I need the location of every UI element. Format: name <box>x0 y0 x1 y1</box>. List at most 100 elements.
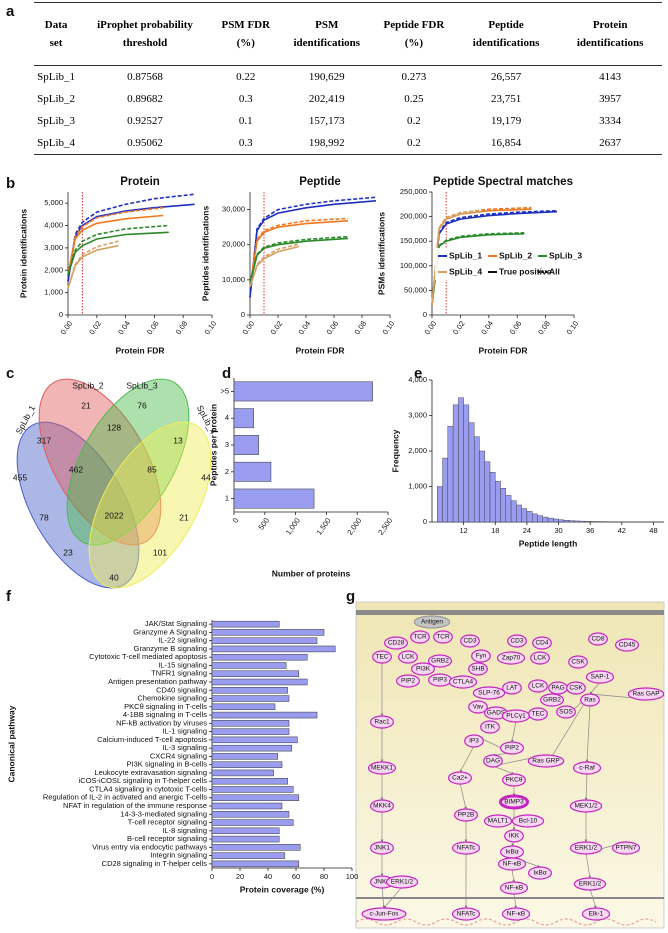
pathway-node-label: PI3K <box>416 666 431 673</box>
pathway-node <box>483 754 503 768</box>
y-tick-label: 1,000 <box>44 288 63 297</box>
y-tick-label: 2,000 <box>408 446 427 455</box>
bar <box>489 472 496 523</box>
legend-label: SpLib_2 <box>499 250 532 260</box>
y-tick-label: T-cell receptor signaling <box>128 818 207 827</box>
chart-title: Protein <box>120 176 160 188</box>
venn-region-count: 128 <box>107 422 121 432</box>
pathway-node <box>527 754 565 768</box>
pathway-edge <box>381 886 386 909</box>
table-cell: SpLib_2 <box>37 93 76 105</box>
pathway-edge <box>585 704 591 763</box>
x-tick-label: 2,000 <box>345 516 363 537</box>
panel-label: d <box>222 365 231 382</box>
table-cell: SpLib_4 <box>34 132 79 155</box>
bar <box>463 404 470 523</box>
header-cell: Peptide identifications <box>453 2 559 66</box>
y-axis-label: Canonical pathway <box>6 705 16 782</box>
pathway-node <box>511 814 545 828</box>
y-tick-label: IL-15 signaling <box>158 660 207 669</box>
bar <box>211 786 294 793</box>
bar <box>211 777 288 785</box>
panel-label: e <box>414 365 422 382</box>
bar <box>211 670 300 677</box>
pathway-node <box>497 857 527 871</box>
table-cell: 190,629 <box>308 71 345 83</box>
pathway-edge <box>589 681 601 695</box>
bar <box>233 381 373 402</box>
panel-label: f <box>6 588 12 605</box>
y-tick-label: 0 <box>423 310 427 319</box>
y-tick-label: 50,000 <box>404 285 427 294</box>
pathway-edge <box>589 888 597 909</box>
bar <box>558 519 565 523</box>
x-tick-label: 0 <box>210 872 214 881</box>
bar <box>500 488 507 523</box>
bar <box>584 521 591 523</box>
header-cell: Peptide FDR (%) <box>373 2 454 66</box>
table-cell: 2637 <box>558 132 662 155</box>
pathway-node <box>568 655 588 669</box>
pathway-node <box>502 681 522 695</box>
bar <box>579 520 586 523</box>
table-cell: 0.95062 <box>78 132 212 155</box>
pathway-node-label: Bcl-10 <box>519 818 538 825</box>
x-tick-label: 42 <box>618 526 626 535</box>
pathway-node-label: Ras GRP <box>532 758 559 765</box>
x-tick-label: 1,000 <box>284 516 302 537</box>
bar <box>542 516 549 523</box>
pathway-edge <box>459 745 475 773</box>
pathway-node-label: TCR <box>436 634 450 641</box>
x-tick-label: 0.10 <box>203 319 219 336</box>
y-tick-label: CTLA4 signaling in cytotoxic T-cells <box>89 784 207 793</box>
pathway-node-label: CD8 <box>591 636 604 643</box>
pathway-node-label: GADS <box>487 710 506 717</box>
y-tick-label: B-cell receptor signaling <box>127 834 207 843</box>
x-tick-label: 0.02 <box>87 319 103 336</box>
bar <box>510 500 517 523</box>
pathway-node <box>370 841 395 855</box>
bar <box>211 645 336 653</box>
x-tick-label: 100 <box>346 872 359 881</box>
y-tick-label: 3,000 <box>44 243 63 252</box>
x-axis-label: Number of proteins <box>272 568 351 578</box>
pathway-node <box>572 761 602 775</box>
pathway-node <box>556 705 576 719</box>
y-tick-label: PI3K signaling in B-cells <box>127 760 208 769</box>
venn-region-count: 13 <box>173 435 183 445</box>
y-tick-label: 1 <box>225 494 229 503</box>
pathway-node <box>480 720 500 734</box>
pathway-node-label: ERK1/2 <box>575 845 598 852</box>
pathway-node-label: IP3 <box>469 738 479 745</box>
bar <box>521 508 528 523</box>
bar <box>211 811 290 818</box>
y-tick-label: 100,000 <box>400 261 427 270</box>
venn-set <box>38 378 162 546</box>
bar <box>589 521 596 523</box>
pathway-node-label: CSK <box>569 685 583 692</box>
x-tick-label: 0.08 <box>353 319 369 336</box>
pathway-node-label: NFATc <box>457 845 476 852</box>
pathway-node-label: Antigen <box>421 619 443 626</box>
venn-region-count: 78 <box>39 512 49 522</box>
table-row: SpLib_4 0.95062 0.3 198,992 0.2 16,854 2637 <box>34 132 662 155</box>
bar <box>233 488 315 509</box>
y-tick-label: 4-1BB signaling in T-cells <box>123 710 207 719</box>
bar <box>211 703 276 711</box>
pathway-node-label: GRB2 <box>431 658 449 665</box>
y-tick-label: 250,000 <box>400 187 427 196</box>
x-axis-label: Protein FDR <box>115 345 164 355</box>
pathway-node-label: Ras GAP <box>632 691 659 698</box>
table-cell: 4143 <box>599 71 622 83</box>
pathway-node <box>451 907 481 921</box>
table-cell: 19,179 <box>490 115 522 127</box>
y-tick-label: IL-22 signaling <box>158 636 207 645</box>
bar <box>211 802 283 810</box>
table-cell: 0.273 <box>401 71 427 83</box>
x-tick-label: 0.00 <box>59 319 75 336</box>
pathway-node-label: PAG <box>551 685 564 692</box>
pathway-node <box>627 687 665 701</box>
table-cell: 0.25 <box>404 93 424 105</box>
bar <box>211 852 286 859</box>
